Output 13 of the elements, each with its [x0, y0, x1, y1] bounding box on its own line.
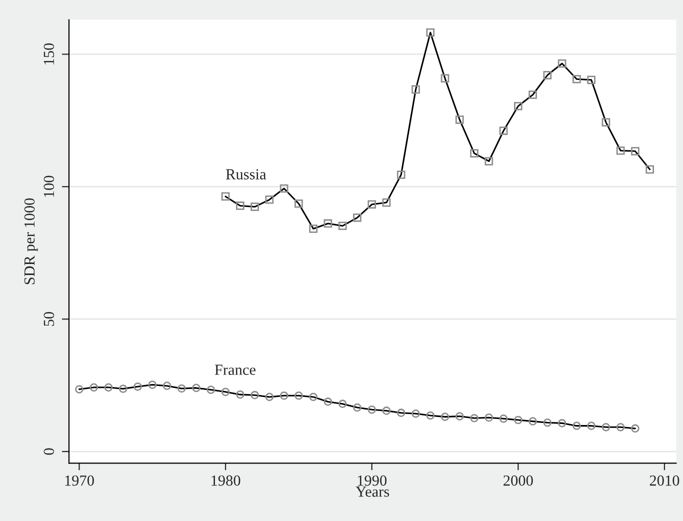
x-tick-label: 2010	[650, 475, 680, 486]
x-tick-label: 2000	[504, 475, 533, 486]
x-tick-label: 1980	[212, 475, 240, 486]
x-tick-label: 1970	[65, 475, 94, 486]
y-tick-label: 50	[44, 312, 54, 326]
y-tick-label: 100	[44, 176, 54, 197]
series-label: France	[214, 364, 256, 375]
series-label: Russia	[226, 169, 266, 180]
y-tick-label: 0	[44, 448, 54, 455]
y-axis-title: SDR per 1000	[24, 198, 38, 284]
y-tick-label: 150	[44, 43, 54, 64]
x-tick-label: 1990	[358, 475, 387, 486]
x-axis-title: Years	[356, 486, 390, 497]
